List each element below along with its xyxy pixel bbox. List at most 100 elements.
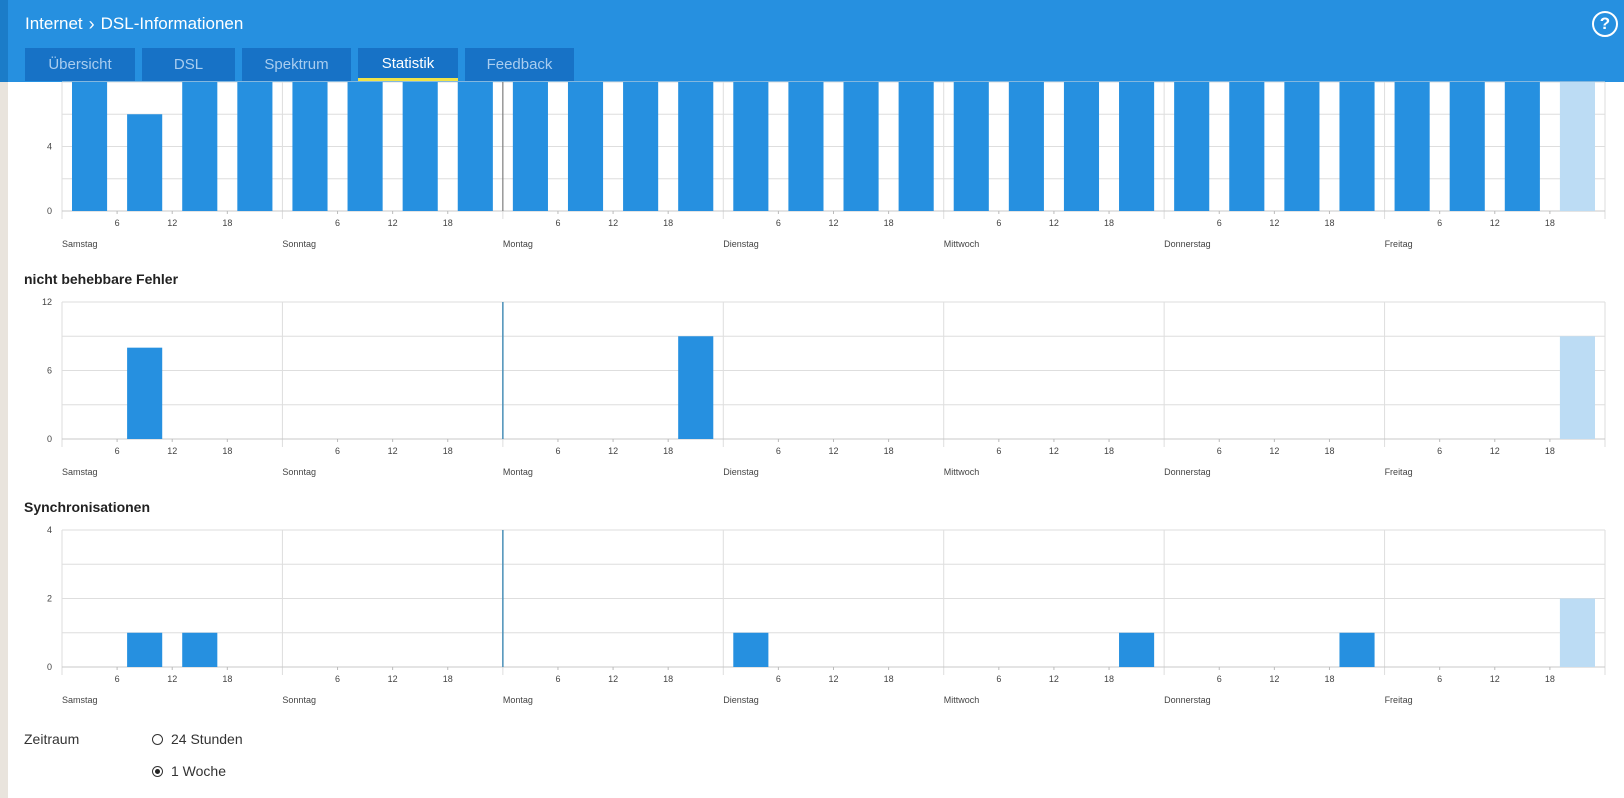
x-tick-label: 18 [222, 674, 232, 684]
period-option-24h[interactable]: 24 Stunden [152, 731, 243, 747]
day-label: Dienstag [723, 695, 759, 705]
breadcrumb: Internet › DSL-Informationen [25, 14, 243, 34]
x-tick-label: 6 [115, 446, 120, 456]
x-tick-label: 6 [776, 218, 781, 228]
x-tick-label: 12 [1049, 218, 1059, 228]
x-tick-label: 18 [222, 218, 232, 228]
day-label: Mittwoch [944, 467, 980, 477]
day-label: Donnerstag [1164, 239, 1211, 249]
left-edge-strip [0, 80, 8, 798]
tab-feedback[interactable]: Feedback [465, 48, 574, 81]
chart-nicht-behebbare-fehler: 0 6 12 6 12 18 Samstag 6 12 18 Sonntag 6 12 18 Montag 6… [42, 297, 1606, 477]
bar [953, 82, 989, 211]
tab-spektrum[interactable]: Spektrum [242, 48, 351, 81]
day-label: Samstag [62, 467, 98, 477]
bar [1063, 82, 1100, 211]
y-tick-label: 2 [47, 594, 52, 604]
bar [1339, 632, 1375, 667]
period-option-24h-label: 24 Stunden [171, 731, 243, 747]
y-tick-label: 0 [47, 206, 52, 216]
x-tick-label: 18 [1324, 218, 1334, 228]
bar [898, 82, 934, 211]
bar [457, 82, 493, 211]
x-tick-label: 6 [776, 446, 781, 456]
bar [1559, 82, 1595, 211]
help-icon[interactable]: ? [1592, 11, 1618, 37]
x-tick-label: 6 [555, 674, 560, 684]
tab-dsl[interactable]: DSL [142, 48, 235, 81]
period-option-1woche[interactable]: 1 Woche [152, 763, 226, 779]
bar [127, 347, 163, 439]
x-tick-label: 18 [222, 446, 232, 456]
bar [1174, 82, 1210, 211]
bar [1394, 82, 1430, 211]
chart-title-synchronisationen: Synchronisationen [24, 499, 151, 515]
bar [127, 114, 163, 211]
y-tick-label: 12 [42, 297, 52, 307]
x-tick-label: 18 [663, 674, 673, 684]
x-tick-label: 18 [663, 218, 673, 228]
bar [678, 82, 714, 211]
x-tick-label: 6 [1437, 674, 1442, 684]
bar [678, 336, 714, 439]
bar [1559, 598, 1595, 667]
x-tick-label: 18 [1104, 446, 1114, 456]
x-tick-label: 12 [1490, 674, 1500, 684]
bar [1559, 336, 1595, 439]
x-tick-label: 18 [1324, 674, 1334, 684]
x-tick-label: 6 [555, 218, 560, 228]
bar [1449, 82, 1485, 211]
x-tick-label: 18 [884, 674, 894, 684]
day-label: Mittwoch [944, 239, 980, 249]
x-tick-label: 6 [555, 446, 560, 456]
x-tick-label: 12 [167, 218, 177, 228]
day-label: Sonntag [282, 239, 316, 249]
x-tick-label: 6 [1437, 446, 1442, 456]
bar [1008, 82, 1044, 211]
x-tick-label: 6 [115, 218, 120, 228]
x-tick-label: 18 [1545, 446, 1555, 456]
x-tick-label: 6 [996, 674, 1001, 684]
day-label: Donnerstag [1164, 695, 1211, 705]
x-tick-label: 12 [388, 218, 398, 228]
bar [733, 632, 769, 667]
bar [292, 82, 328, 211]
breadcrumb-internet[interactable]: Internet [25, 14, 83, 33]
day-label: Montag [503, 695, 533, 705]
x-tick-label: 18 [884, 218, 894, 228]
day-label: Dienstag [723, 239, 759, 249]
bar [182, 632, 218, 667]
tab-uebersicht[interactable]: Übersicht [25, 48, 135, 81]
x-tick-label: 12 [608, 218, 618, 228]
tab-statistik[interactable]: Statistik [358, 48, 458, 81]
bar [182, 82, 218, 211]
x-tick-label: 18 [1545, 218, 1555, 228]
breadcrumb-dsl-informationen: DSL-Informationen [100, 14, 244, 33]
x-tick-label: 12 [1049, 674, 1059, 684]
x-tick-label: 6 [335, 218, 340, 228]
day-label: Montag [503, 239, 533, 249]
bar [623, 82, 659, 211]
x-tick-label: 6 [1217, 446, 1222, 456]
bar [733, 82, 769, 211]
x-tick-label: 18 [1545, 674, 1555, 684]
day-label: Samstag [62, 239, 98, 249]
x-tick-label: 12 [608, 674, 618, 684]
bar [1119, 82, 1155, 211]
x-tick-label: 6 [115, 674, 120, 684]
x-tick-label: 6 [1437, 218, 1442, 228]
y-tick-label: 4 [47, 142, 52, 152]
chevron-right-icon: › [88, 14, 95, 34]
y-tick-label: 0 [47, 434, 52, 444]
x-tick-label: 18 [443, 446, 453, 456]
bar [237, 82, 273, 211]
radio-24h[interactable] [152, 733, 163, 745]
radio-1woche[interactable] [152, 765, 163, 777]
day-label: Freitag [1385, 239, 1413, 249]
x-tick-label: 12 [1269, 674, 1279, 684]
x-tick-label: 12 [388, 446, 398, 456]
x-tick-label: 12 [1269, 446, 1279, 456]
x-tick-label: 18 [443, 218, 453, 228]
x-tick-label: 12 [388, 674, 398, 684]
x-tick-label: 18 [663, 446, 673, 456]
